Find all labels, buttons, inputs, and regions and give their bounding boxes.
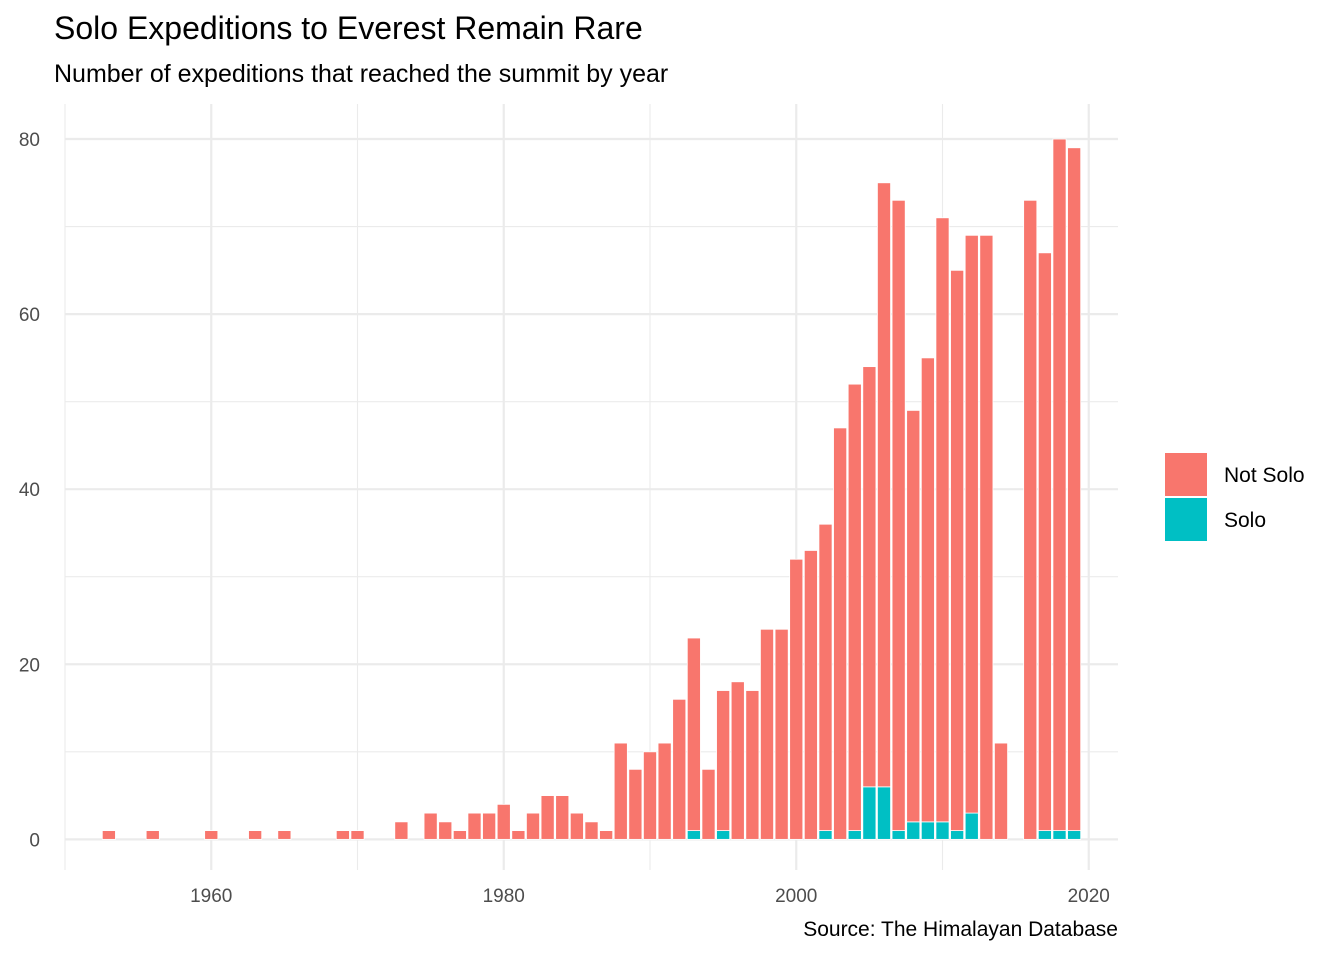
bar-not-solo-1970 bbox=[350, 830, 365, 840]
legend-label-not-solo: Not Solo bbox=[1224, 464, 1305, 487]
bar-not-solo-2006 bbox=[877, 182, 891, 788]
bar-not-solo-2019 bbox=[1067, 147, 1082, 832]
bar-solo-2005 bbox=[862, 786, 877, 840]
bar-not-solo-2005 bbox=[862, 366, 877, 788]
bar-not-solo-1990 bbox=[643, 751, 657, 840]
bar-not-solo-1998 bbox=[760, 628, 774, 840]
bar-not-solo-2017 bbox=[1037, 252, 1052, 832]
chart-title: Solo Expeditions to Everest Remain Rare bbox=[54, 10, 643, 46]
bar-not-solo-1965 bbox=[277, 830, 292, 840]
chart-subtitle: Number of expeditions that reached the s… bbox=[54, 60, 669, 88]
y-tick-label: 40 bbox=[19, 480, 40, 501]
bar-not-solo-1969 bbox=[335, 830, 350, 840]
legend-swatch-not-solo bbox=[1165, 453, 1207, 496]
bar-not-solo-1978 bbox=[467, 812, 482, 840]
bar-not-solo-1976 bbox=[438, 821, 453, 840]
x-tick-label: 2000 bbox=[775, 886, 817, 907]
x-tick-label: 1980 bbox=[483, 886, 525, 907]
bar-solo-2018 bbox=[1052, 830, 1067, 840]
bar-not-solo-1981 bbox=[511, 830, 526, 840]
bar-not-solo-1953 bbox=[101, 830, 116, 840]
bar-not-solo-1987 bbox=[599, 830, 614, 840]
bar-solo-2019 bbox=[1067, 830, 1082, 840]
legend-label-solo: Solo bbox=[1224, 509, 1266, 532]
bar-not-solo-2016 bbox=[1023, 199, 1038, 840]
bar-solo-2017 bbox=[1037, 830, 1052, 840]
bar-not-solo-1983 bbox=[540, 795, 555, 840]
bar-not-solo-1995 bbox=[716, 690, 731, 832]
bar-solo-2010 bbox=[935, 821, 950, 840]
bar-not-solo-2000 bbox=[789, 558, 804, 840]
bar-not-solo-1977 bbox=[452, 830, 467, 840]
axis-ticks: 1960 1980 2000 2020 0 20 40 60 80 bbox=[19, 130, 1110, 907]
bar-not-solo-1991 bbox=[657, 742, 672, 840]
bar-solo-1993 bbox=[686, 830, 701, 840]
bar-solo-2002 bbox=[818, 830, 833, 840]
bar-not-solo-2009 bbox=[920, 357, 935, 823]
bar-solo-2011 bbox=[950, 830, 965, 840]
bar-not-solo-1989 bbox=[628, 768, 643, 840]
bar-not-solo-1984 bbox=[555, 795, 570, 840]
bar-solo-1995 bbox=[716, 830, 731, 840]
bar-not-solo-1963 bbox=[248, 830, 263, 840]
bar-not-solo-2007 bbox=[891, 199, 906, 832]
bar-not-solo-2008 bbox=[906, 409, 921, 823]
bar-not-solo-1994 bbox=[701, 768, 716, 840]
bar-not-solo-2010 bbox=[935, 217, 950, 823]
legend-swatch-solo bbox=[1165, 498, 1207, 541]
bar-not-solo-2011 bbox=[950, 269, 965, 832]
bar-not-solo-1997 bbox=[745, 690, 760, 840]
chart-caption: Source: The Himalayan Database bbox=[803, 918, 1118, 941]
bar-not-solo-2001 bbox=[803, 550, 818, 840]
bar-solo-2008 bbox=[906, 821, 921, 840]
bar-not-solo-2004 bbox=[847, 383, 862, 832]
bar-solo-2006 bbox=[877, 786, 891, 840]
bar-not-solo-1999 bbox=[774, 628, 789, 840]
legend: Not Solo Solo bbox=[1165, 453, 1305, 541]
bar-not-solo-1960 bbox=[204, 830, 219, 840]
bar-not-solo-2013 bbox=[979, 234, 994, 840]
y-tick-label: 60 bbox=[19, 305, 40, 326]
bar-not-solo-1986 bbox=[584, 821, 599, 840]
bar-not-solo-2003 bbox=[833, 427, 848, 840]
bar-not-solo-1996 bbox=[730, 681, 745, 840]
bar-not-solo-1973 bbox=[394, 821, 409, 840]
bar-not-solo-1982 bbox=[526, 812, 540, 840]
bar-not-solo-2018 bbox=[1052, 138, 1067, 832]
bar-solo-2009 bbox=[920, 821, 935, 840]
bar-not-solo-1975 bbox=[423, 812, 438, 840]
y-tick-label: 80 bbox=[19, 130, 40, 151]
y-tick-label: 0 bbox=[29, 830, 40, 851]
bar-not-solo-1956 bbox=[145, 830, 160, 840]
bars bbox=[101, 138, 1082, 840]
bar-not-solo-1979 bbox=[482, 812, 497, 840]
bar-solo-2012 bbox=[964, 812, 979, 840]
x-tick-label: 2020 bbox=[1068, 886, 1110, 907]
bar-not-solo-1985 bbox=[569, 812, 584, 840]
bar-not-solo-2012 bbox=[964, 234, 979, 814]
bar-not-solo-1988 bbox=[613, 742, 628, 840]
bar-not-solo-1992 bbox=[672, 698, 687, 840]
bar-solo-2004 bbox=[847, 830, 862, 840]
bar-not-solo-1980 bbox=[496, 803, 511, 840]
y-tick-label: 20 bbox=[19, 655, 40, 676]
bar-not-solo-2014 bbox=[994, 742, 1008, 840]
bar-not-solo-2002 bbox=[818, 523, 833, 832]
x-tick-label: 1960 bbox=[190, 886, 232, 907]
bar-not-solo-1993 bbox=[686, 637, 701, 832]
bar-solo-2007 bbox=[891, 830, 906, 840]
